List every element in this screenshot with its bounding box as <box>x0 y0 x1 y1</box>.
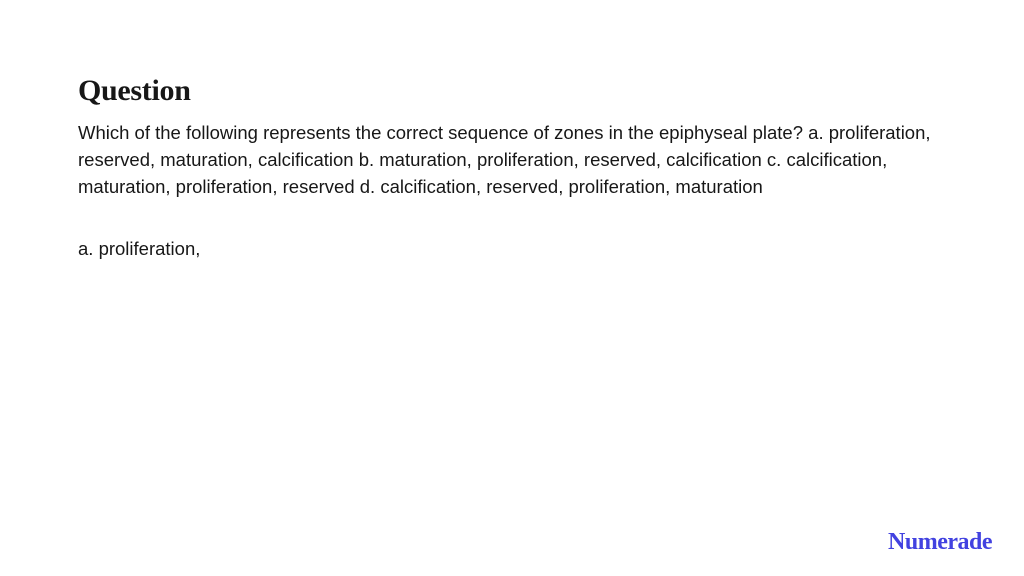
question-body: Which of the following represents the co… <box>78 120 938 200</box>
answer-partial: a. proliferation, <box>78 236 946 263</box>
question-heading: Question <box>78 74 946 108</box>
numerade-logo: Numerade <box>888 529 992 556</box>
content-container: Question Which of the following represen… <box>0 0 1024 263</box>
